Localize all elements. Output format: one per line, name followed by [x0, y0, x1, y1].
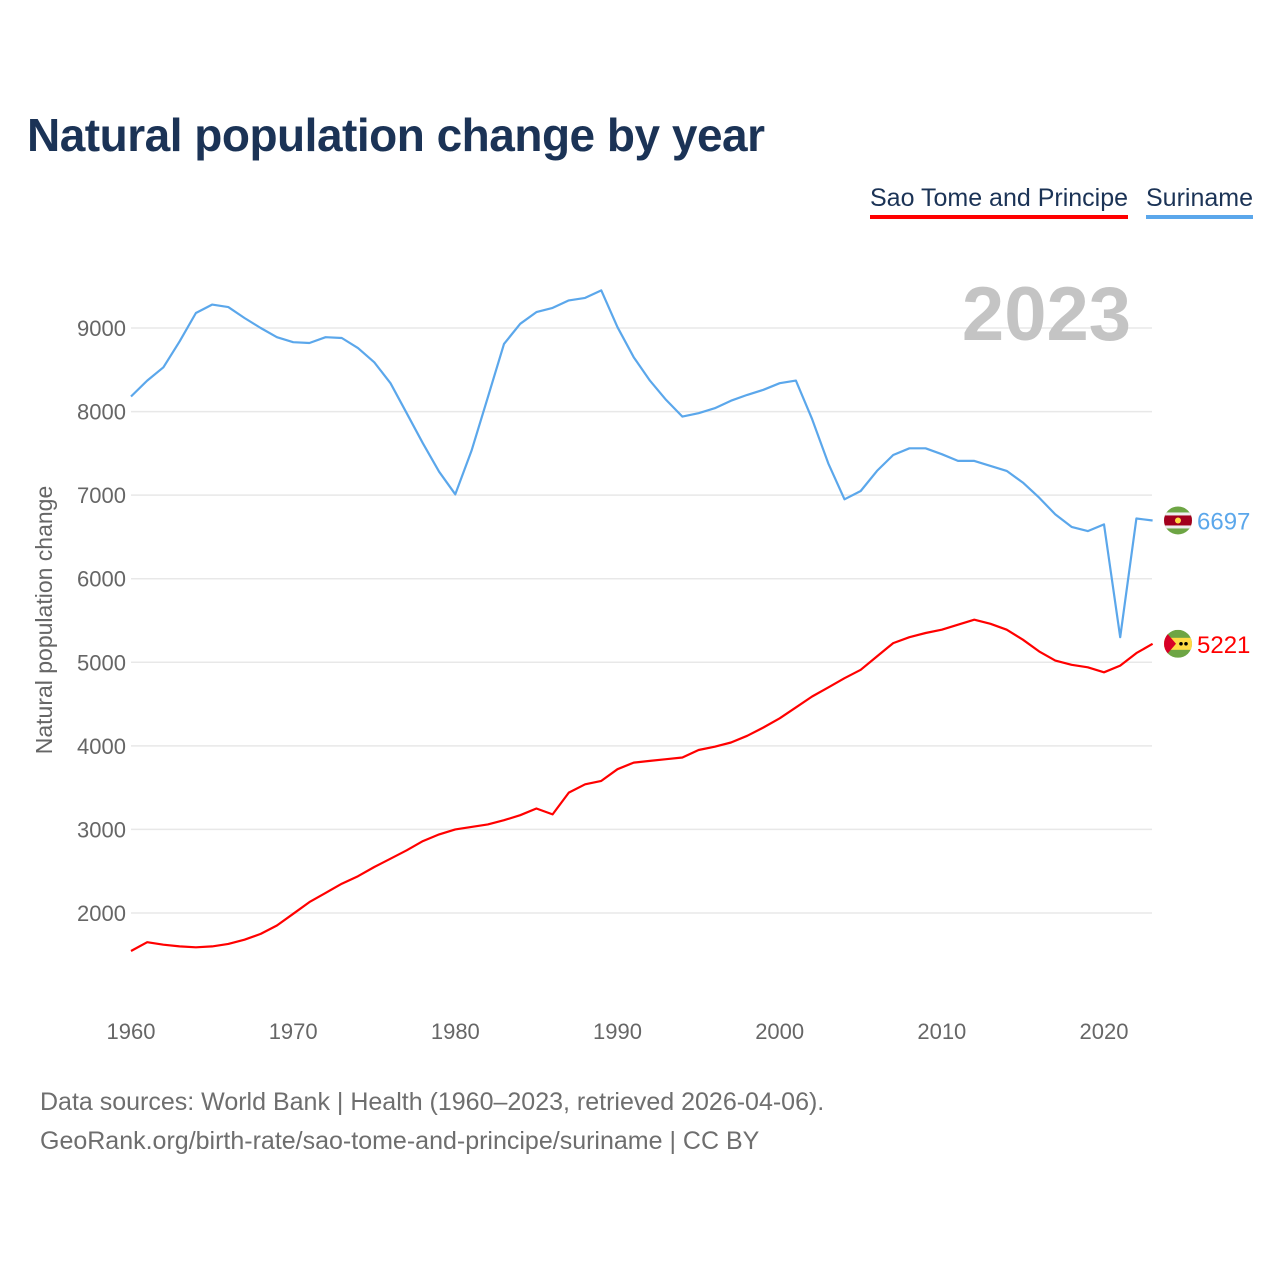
- series-line-suriname: [130, 289, 1153, 639]
- legend-item-sao-tome-and-principe[interactable]: Sao Tome and Principe: [870, 184, 1129, 219]
- end-value-label: 5221: [1197, 632, 1250, 659]
- y-tick-label: 7000: [77, 483, 126, 508]
- x-tick-label: 1970: [269, 1019, 318, 1044]
- x-tick-label: 1980: [431, 1019, 480, 1044]
- y-tick-label: 3000: [77, 817, 126, 842]
- y-tick-label: 8000: [77, 400, 126, 425]
- line-chart: 2000 3000 4000 5000 6000 7000 8000 9000 1960 1970…: [31, 272, 1250, 1044]
- end-value-label: 6697: [1197, 508, 1250, 535]
- source-link[interactable]: GeoRank.org/birth-rate/sao-tome-and-prin…: [40, 1127, 760, 1155]
- year-watermark: 2023: [962, 272, 1131, 357]
- legend-item-suriname[interactable]: Suriname: [1146, 184, 1253, 219]
- x-tick-label: 2020: [1080, 1019, 1129, 1044]
- source-text: Data sources: World Bank | Health (1960–…: [40, 1088, 825, 1116]
- y-axis-label: Natural population change: [31, 486, 57, 755]
- x-tick-label: 2010: [917, 1019, 966, 1044]
- x-tick-label: 1990: [593, 1019, 642, 1044]
- y-tick-label: 9000: [77, 316, 126, 341]
- y-tick-label: 4000: [77, 734, 126, 759]
- chart-title: Natural population change by year: [27, 109, 765, 161]
- series-line-sao-tome-and-principe: [130, 618, 1154, 952]
- y-tick-label: 6000: [77, 567, 126, 592]
- x-tick-label: 1960: [107, 1019, 156, 1044]
- x-tick-label: 2000: [755, 1019, 804, 1044]
- y-tick-label: 2000: [77, 901, 126, 926]
- y-tick-label: 5000: [77, 650, 126, 675]
- suriname-flag-icon: [1164, 506, 1192, 535]
- sao-tome-and-principe-flag-icon: [1164, 629, 1192, 658]
